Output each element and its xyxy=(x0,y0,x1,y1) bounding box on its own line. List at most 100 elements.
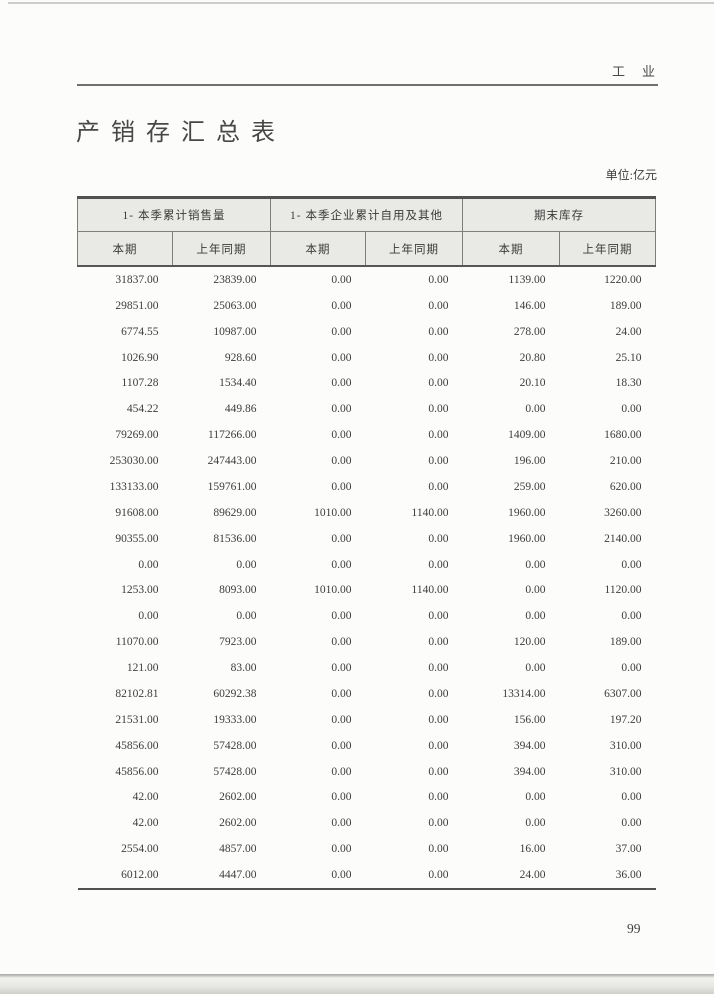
table-cell: 0.00 xyxy=(331,817,352,830)
table-cell: 247443.00 xyxy=(207,455,257,468)
table-cell: 1960.00 xyxy=(508,532,546,545)
summary-table-container: 1- 本季累计销售量 1- 本季企业累计自用及其他 期末库存 本期 上年同期 本… xyxy=(77,196,656,890)
table-cell: 0.00 xyxy=(331,739,352,752)
table-cell: 2140.00 xyxy=(604,532,642,545)
table-cell: 0.00 xyxy=(525,403,546,416)
table-cell: 0.00 xyxy=(331,765,352,778)
table-cell: 189.00 xyxy=(609,636,642,649)
table-cell: 117266.00 xyxy=(208,429,257,442)
column-header-prior-year: 上年同期 xyxy=(365,231,463,267)
table-cell: 0.00 xyxy=(428,843,449,856)
table-cell: 310.00 xyxy=(609,765,642,778)
table-cell: 0.00 xyxy=(428,662,449,675)
table-cell: 0.00 xyxy=(331,687,352,700)
table-cell: 394.00 xyxy=(513,739,546,752)
table-cell: 0.00 xyxy=(138,610,159,623)
table-cell: 18.30 xyxy=(615,377,642,390)
table-row: 42.00 2602.00 0.00 0.00 0.00 0.00 xyxy=(78,785,656,811)
table-cell: 0.00 xyxy=(331,480,352,493)
table-cell: 45856.00 xyxy=(115,765,159,778)
table-row: 1107.28 1534.40 0.00 0.00 20.10 18.30 xyxy=(78,371,656,397)
table-header-sub-row: 本期 上年同期 本期 上年同期 本期 上年同期 xyxy=(77,231,656,267)
table-cell: 0.00 xyxy=(428,791,449,804)
table-cell: 1140.00 xyxy=(411,506,449,519)
table-cell: 1960.00 xyxy=(508,506,546,519)
table-row: 2554.00 4857.00 0.00 0.00 16.00 37.00 xyxy=(78,836,656,862)
table-cell: 4447.00 xyxy=(219,869,257,882)
table-cell: 0.00 xyxy=(331,325,352,338)
table-cell: 0.00 xyxy=(236,558,257,571)
table-row: 1253.00 8093.00 1010.00 1140.00 0.00 1120.00 xyxy=(78,578,656,604)
table-cell: 0.00 xyxy=(428,480,449,493)
table-cell: 1140.00 xyxy=(411,584,449,597)
table-cell: 197.20 xyxy=(609,713,642,726)
table-cell: 0.00 xyxy=(331,713,352,726)
table-cell: 0.00 xyxy=(331,532,352,545)
table-row: 1026.90 928.60 0.00 0.00 20.80 25.10 xyxy=(78,345,656,371)
table-cell: 0.00 xyxy=(428,610,449,623)
running-head: 工 业 xyxy=(611,64,657,79)
table-cell: 6774.55 xyxy=(121,325,159,338)
table-cell: 0.00 xyxy=(525,610,546,623)
table-cell: 0.00 xyxy=(525,584,546,597)
table-cell: 310.00 xyxy=(609,739,642,752)
table-cell: 0.00 xyxy=(428,739,449,752)
table-cell: 1680.00 xyxy=(604,429,642,442)
table-cell: 1139.00 xyxy=(508,273,546,286)
table-cell: 210.00 xyxy=(609,455,642,468)
table-cell: 1120.00 xyxy=(604,584,642,597)
table-cell: 278.00 xyxy=(513,325,546,338)
table-cell: 0.00 xyxy=(331,558,352,571)
table-cell: 60292.38 xyxy=(213,687,257,700)
table-cell: 0.00 xyxy=(331,636,352,649)
table-cell: 19333.00 xyxy=(213,713,257,726)
table-cell: 11070.00 xyxy=(115,636,159,649)
table-cell: 0.00 xyxy=(621,662,642,675)
table-cell: 2602.00 xyxy=(219,817,257,830)
column-group-sales: 1- 本季累计销售量 xyxy=(77,197,271,232)
table-cell: 0.00 xyxy=(621,403,642,416)
table-row: 91608.00 89629.00 1010.00 1140.00 1960.00 326… xyxy=(78,500,656,526)
table-cell: 121.00 xyxy=(126,662,159,675)
table-cell: 0.00 xyxy=(428,351,449,364)
page-number: 99 xyxy=(627,921,641,936)
table-cell: 20.80 xyxy=(519,351,546,364)
table-cell: 1253.00 xyxy=(121,584,159,597)
table-cell: 0.00 xyxy=(428,429,449,442)
table-cell: 0.00 xyxy=(331,455,352,468)
summary-table: 1- 本季累计销售量 1- 本季企业累计自用及其他 期末库存 本期 上年同期 本… xyxy=(77,196,656,890)
table-row: 45856.00 57428.00 0.00 0.00 394.00 310.00 xyxy=(78,733,656,759)
table-cell: 120.00 xyxy=(513,636,546,649)
column-header-current: 本期 xyxy=(270,231,366,267)
column-group-self-use: 1- 本季企业累计自用及其他 xyxy=(270,197,463,232)
table-cell: 10987.00 xyxy=(213,325,257,338)
table-cell: 159761.00 xyxy=(207,480,257,493)
table-cell: 1409.00 xyxy=(508,429,546,442)
table-row: 31837.00 23839.00 0.00 0.00 1139.00 1220.00 xyxy=(78,266,656,293)
table-cell: 0.00 xyxy=(525,662,546,675)
table-cell: 0.00 xyxy=(331,843,352,856)
table-cell: 24.00 xyxy=(519,869,546,882)
table-cell: 89629.00 xyxy=(213,506,257,519)
table-body: 31837.00 23839.00 0.00 0.00 1139.00 1220.00 29… xyxy=(78,266,656,889)
table-cell: 37.00 xyxy=(615,843,642,856)
table-cell: 0.00 xyxy=(525,817,546,830)
table-cell: 1220.00 xyxy=(604,273,642,286)
table-cell: 0.00 xyxy=(621,610,642,623)
table-cell: 4857.00 xyxy=(219,843,257,856)
table-cell: 0.00 xyxy=(331,791,352,804)
table-row: 11070.00 7923.00 0.00 0.00 120.00 189.00 xyxy=(78,629,656,655)
table-cell: 82102.81 xyxy=(115,687,159,700)
table-cell: 25063.00 xyxy=(213,299,257,312)
table-cell: 0.00 xyxy=(428,325,449,338)
table-row: 29851.00 25063.00 0.00 0.00 146.00 189.00 xyxy=(78,293,656,319)
table-cell: 0.00 xyxy=(428,817,449,830)
table-cell: 0.00 xyxy=(621,791,642,804)
table-row: 121.00 83.00 0.00 0.00 0.00 0.00 xyxy=(78,655,656,681)
table-cell: 6012.00 xyxy=(121,869,159,882)
table-cell: 1026.90 xyxy=(121,351,159,364)
table-row: 6774.55 10987.00 0.00 0.00 278.00 24.00 xyxy=(78,319,656,345)
table-cell: 8093.00 xyxy=(219,584,257,597)
table-cell: 1534.40 xyxy=(219,377,257,390)
table-cell: 0.00 xyxy=(428,532,449,545)
